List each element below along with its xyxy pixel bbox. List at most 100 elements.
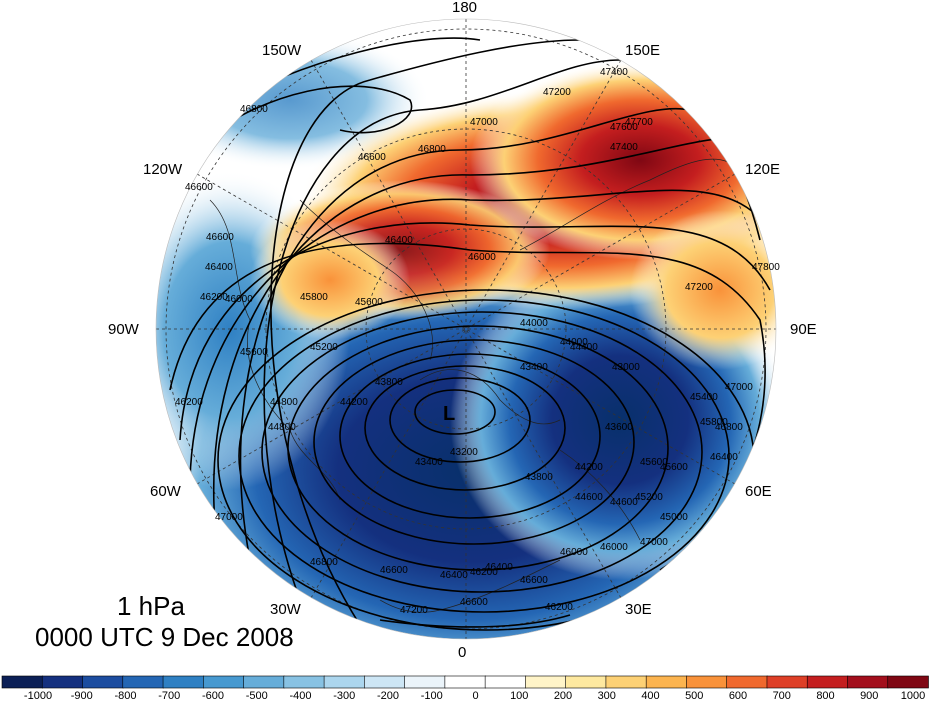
colorbar-tick-label: -1000 [24,690,52,702]
contour-label: 45800 [700,417,728,428]
contour-label: 44400 [570,342,598,353]
colorbar-swatch [726,675,768,689]
colorbar-tick-label: -600 [202,690,224,702]
graticule [156,19,776,639]
contour-label: 46600 [185,182,213,193]
colorbar-tick-label: -700 [158,690,180,702]
colorbar-tick-label: -400 [289,690,311,702]
colorbar-tick-label: 700 [773,690,791,702]
contour-label: 46600 [380,565,408,576]
contour-label: 43600 [605,422,633,433]
colorbar-swatch [283,675,325,689]
longitude-label: 90W [108,321,140,338]
contour-label: 43800 [525,472,553,483]
contour-label: 47600 [610,122,638,133]
contour-label: 45400 [690,392,718,403]
contour-label: 46600 [460,597,488,608]
contour-label: 44200 [340,397,368,408]
contour-label: 43800 [375,377,403,388]
colorbar-swatch [525,675,567,689]
colorbar-swatch [645,675,688,689]
contour-label: 47000 [215,512,243,523]
colorbar-swatch [847,675,889,689]
contour-label: 45600 [355,297,383,308]
contour-label: 45600 [240,347,268,358]
colorbar-tick-label: 0 [472,690,478,702]
contour-label: 44200 [575,462,603,473]
colorbar-swatch [41,675,84,689]
colorbar-tick-label: -300 [333,690,355,702]
contour-label: 47000 [640,537,668,548]
colorbar: -1000 -900 -800 -700 -600 -500 -400 -300 -200 -10… [1,675,929,702]
colorbar-tick-label: 200 [554,690,572,702]
contour-label: 46000 [468,252,496,263]
colorbar-swatch [203,675,245,689]
map-boundary [155,18,777,640]
contour-label: 44800 [268,422,296,433]
low-pressure-marker: L [443,403,455,425]
colorbar-tick-label: 800 [816,690,834,702]
longitude-label: 150E [625,42,660,59]
colorbar-swatch [766,675,809,689]
contour-label: 45800 [300,292,328,303]
contour-label: 46000 [600,542,628,553]
contour-label: 43400 [520,362,548,373]
contour-label: 46400 [710,452,738,463]
colorbar-swatch [162,675,205,689]
colorbar-swatch [484,675,527,689]
contour-label: 44000 [520,318,548,329]
contour-label: 46600 [358,152,386,163]
contour-label: 46800 [240,104,268,115]
longitude-label: 90E [790,321,817,338]
contour-label: 46600 [520,575,548,586]
colorbar-tick-label: 400 [641,690,659,702]
colorbar-tick-label: 600 [729,690,747,702]
colorbar-swatch [243,675,285,689]
colorbar-swatch [122,675,164,689]
colorbar-tick-label: -900 [71,690,93,702]
longitude-label: 60E [745,483,772,500]
contour-label: 47400 [610,142,638,153]
longitude-label: 30E [625,601,652,618]
contour-label: 46600 [206,232,234,243]
colorbar-swatch [82,675,124,689]
coastlines [209,158,741,613]
contour-label: 46200 [200,292,228,303]
longitude-label: 150W [262,42,302,59]
contour-label: 45600 [640,457,668,468]
colorbar-tick-label: 300 [598,690,616,702]
contour-label: 43400 [415,457,443,468]
contour-label: 47000 [725,382,753,393]
contour-label: 44000 [560,337,588,348]
contour-label: 44600 [575,492,603,503]
contour-label: 44800 [270,397,298,408]
colorbar-tick-label: 900 [860,690,878,702]
contour-label: 46800 [715,422,743,433]
colorbar-tick-label: -800 [114,690,136,702]
colorbar-tick-label: 1000 [901,690,925,702]
valid-time-label: 0000 UTC 9 Dec 2008 [35,622,294,652]
colorbar-swatch [364,675,406,689]
colorbar-swatch [1,675,44,689]
contour-label: 45600 [660,462,688,473]
contour-label: 46400 [385,235,413,246]
colorbar-swatch [605,675,647,689]
contour-label: 46400 [440,570,468,581]
longitude-labels: 180 150E 120E 90E 60E 30E 0 30W 60W 90W 120W 150W [108,0,817,661]
colorbar-tick-label: -200 [377,690,399,702]
colorbar-swatch [323,675,366,689]
longitude-label: 120W [143,161,183,178]
longitude-label: 120E [745,161,780,178]
colorbar-tick-label: 100 [510,690,528,702]
contour-label: 45000 [660,512,688,523]
contour-label: 46000 [560,547,588,558]
contour-label: 46400 [485,562,513,573]
contour-label: 47200 [685,282,713,293]
colorbar-swatch [565,675,607,689]
contour-label: 47400 [600,67,628,78]
contour-label: 43000 [612,362,640,373]
contour-label: 46800 [418,144,446,155]
contour-label: 47000 [470,117,498,128]
colorbar-swatch [806,675,849,689]
longitude-label: 60W [150,483,182,500]
